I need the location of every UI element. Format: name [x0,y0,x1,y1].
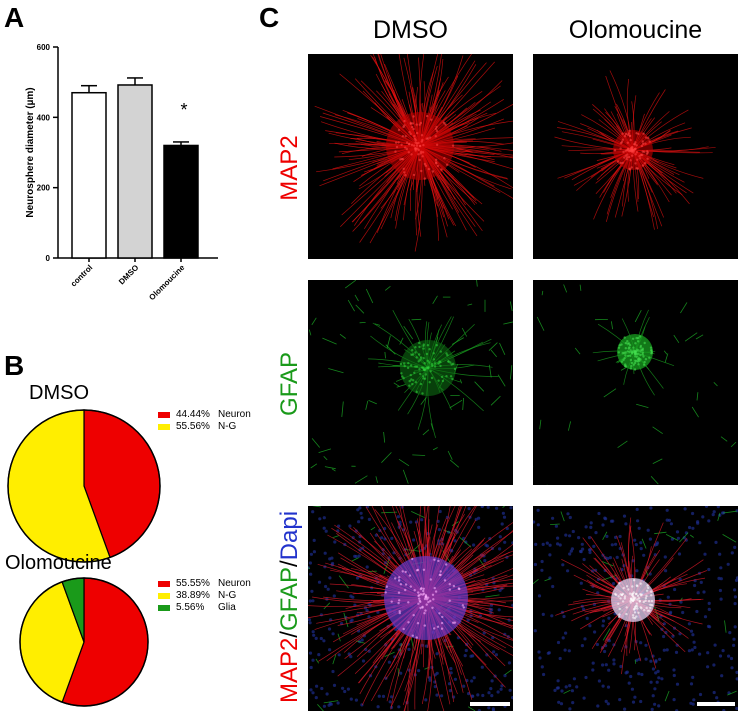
legend-label: Neuron [218,578,251,589]
y-tick-label: 400 [37,113,51,122]
legend-label: N-G [218,421,236,432]
row-label-merge: MAP2/GFAP/Dapi [276,487,304,727]
legend-swatch [158,581,170,587]
bar-olomoucine [164,145,198,258]
legend-label: Neuron [218,409,251,420]
pie-title-olomoucine: Olomoucine [5,552,112,575]
legend-entry-n-g: 38.89%N-G [158,590,236,601]
legend-entry-glia: 5.56%Glia [158,602,236,613]
legend-percent: 5.56% [176,602,218,613]
x-tick-label: Olomoucine [147,263,186,302]
row-label-gfap: GFAP [276,284,304,484]
panel-label-c: C [259,4,279,32]
legend-entry-neuron: 55.55%Neuron [158,578,251,589]
bar-chart: 0 200 400 600 Neurosphere diameter (µm) contr… [0,30,250,350]
legend-label: N-G [218,590,236,601]
legend-percent: 38.89% [176,590,218,601]
legend-swatch [158,412,170,418]
panel-label-a: A [4,4,24,32]
micrograph-olomoucine-map2 [533,54,738,259]
pie-title-dmso: DMSO [29,382,89,405]
bar-dmso [118,85,152,258]
column-header-dmso: DMSO [308,16,513,45]
x-tick-label: control [69,263,95,289]
legend-percent: 44.44% [176,409,218,420]
scale-bar-dmso [470,702,510,706]
legend-swatch [158,424,170,430]
micrograph-olomoucine-merge [533,506,738,711]
y-axis-label: Neurosphere diameter (µm) [25,87,36,217]
legend-percent: 55.55% [176,578,218,589]
significance-marker: * [180,100,187,120]
micrograph-dmso-map2 [308,54,513,259]
x-tick-label: DMSO [117,263,140,286]
legend-entry-n-g: 55.56%N-G [158,421,236,432]
row-label-part: Dapi [276,511,303,560]
micrograph-dmso-gfap [308,280,513,485]
bar-control [72,93,106,258]
row-label-part: / [276,560,303,567]
y-tick-label: 200 [37,184,51,193]
row-label-map2: MAP2 [276,68,304,268]
legend-swatch [158,593,170,599]
column-header-olomoucine: Olomoucine [533,16,738,45]
legend-entry-neuron: 44.44%Neuron [158,409,251,420]
legend-label: Glia [218,602,236,613]
micrograph-olomoucine-gfap [533,280,738,485]
scale-bar-olomoucine [697,702,735,706]
row-label-part: GFAP [276,567,303,631]
pie-chart-olomoucine [4,576,164,710]
y-tick-label: 600 [37,43,51,52]
legend-percent: 55.56% [176,421,218,432]
micrograph-dmso-merge [308,506,513,711]
row-label-part: MAP2 [276,638,303,703]
row-label-part: MAP2 [276,135,303,200]
panel-label-b: B [4,352,24,380]
pie-chart-dmso [4,408,164,568]
row-label-part: GFAP [276,352,303,416]
row-label-part: / [276,631,303,638]
y-tick-label: 0 [46,254,51,263]
legend-swatch [158,605,170,611]
